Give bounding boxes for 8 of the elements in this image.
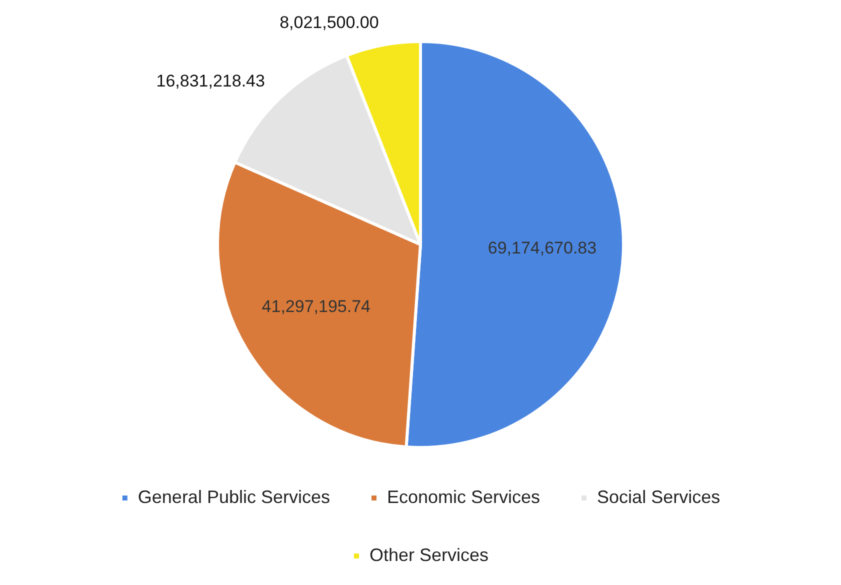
data-label: 41,297,195.74 (262, 297, 371, 316)
data-label: 8,021,500.00 (280, 13, 379, 32)
legend-label: General Public Services (138, 486, 330, 507)
data-label: 16,831,218.43 (156, 72, 265, 91)
legend-label: Economic Services (386, 486, 540, 507)
legend-label: Other Services (369, 544, 489, 565)
legend-label: Social Services (597, 486, 720, 507)
data-label: 69,174,670.83 (488, 238, 597, 258)
